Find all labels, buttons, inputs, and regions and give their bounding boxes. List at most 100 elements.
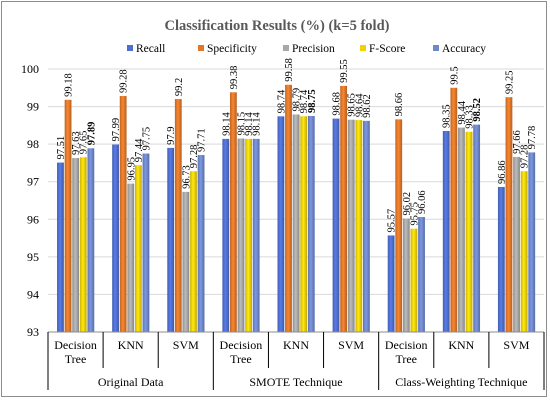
bar-specificity (395, 119, 403, 333)
bar-recall (112, 144, 119, 332)
bar-accuracy (473, 124, 481, 332)
value-label: 96.95 (126, 157, 137, 181)
value-label: 98.14 (252, 112, 263, 136)
x-group-label: Class-Weighting Technique (395, 375, 527, 389)
value-label: 96.73 (181, 165, 192, 189)
y-tick-label: 100 (21, 62, 39, 76)
y-tick-label: 97 (27, 175, 39, 189)
bar-precision (72, 158, 80, 332)
value-label: 97.44 (134, 138, 145, 162)
value-label: 96.86 (497, 160, 508, 184)
x-category-label: SVM (338, 338, 364, 352)
bar-accuracy (307, 115, 315, 332)
value-label: 98.64 (354, 93, 365, 117)
bar-precision (458, 127, 465, 333)
value-label: 98.74 (276, 89, 287, 113)
value-label: 97.71 (197, 128, 208, 152)
value-label: 97.28 (520, 145, 531, 169)
bar-f-score (190, 171, 197, 332)
bar-f-score (79, 157, 87, 332)
bar-specificity (340, 85, 348, 333)
bar-recall (222, 138, 230, 332)
bar-precision (292, 114, 300, 332)
value-label: 98.66 (394, 93, 405, 117)
value-label: 96.02 (402, 192, 413, 216)
legend-label-recall: Recall (136, 43, 165, 55)
bar-precision (402, 218, 410, 332)
bar-accuracy (528, 152, 536, 332)
bar-accuracy (418, 217, 425, 332)
x-category-label: Decision (54, 338, 97, 352)
legend: Recall Specificity Precision F-Score Accurac… (127, 43, 486, 55)
y-axis-ticks: 93 94 95 96 97 98 99 100 (21, 62, 39, 339)
value-label: 97.66 (512, 130, 523, 154)
x-category-label: Tree (230, 352, 252, 366)
value-label: 98.14 (221, 112, 232, 136)
legend-label-precision: Precision (292, 43, 335, 55)
value-label: 98.79 (292, 88, 303, 112)
value-label: 98.35 (442, 104, 453, 128)
legend-swatch-f-score (360, 45, 366, 51)
value-label: 99.2 (174, 78, 185, 96)
x-category-label: Decision (385, 338, 428, 352)
value-label: 97.63 (71, 131, 82, 155)
value-label: 98.52 (472, 98, 483, 122)
bar-specificity (229, 92, 237, 333)
bar-precision (127, 183, 135, 332)
value-label: 97.75 (141, 127, 152, 151)
value-label: 98.33 (465, 105, 476, 129)
legend-label-specificity: Specificity (207, 43, 257, 55)
x-category-label: KNN (118, 338, 144, 352)
value-label: 99.58 (284, 58, 295, 82)
value-label: 99.28 (119, 69, 130, 93)
value-label: 95.75 (409, 202, 420, 226)
x-category-label: SVM (503, 338, 529, 352)
bar-specificity (174, 99, 182, 332)
value-label: 99.55 (339, 59, 350, 83)
bar-specificity (64, 99, 72, 333)
bar-recall (57, 162, 64, 332)
bar-f-score (520, 171, 528, 332)
bar-accuracy (87, 148, 95, 332)
y-tick-label: 99 (27, 100, 39, 114)
bar-accuracy (363, 120, 370, 332)
chart-title: Classification Results (%) (k=5 fold) (165, 18, 390, 34)
bar-specificity (505, 97, 513, 332)
y-tick-label: 98 (27, 137, 39, 151)
y-tick-label: 95 (27, 250, 39, 264)
value-label: 97.99 (111, 118, 122, 142)
value-label: 98.62 (362, 94, 373, 118)
x-category-label: SVM (173, 338, 199, 352)
bar-recall (497, 186, 505, 332)
value-label: 99.18 (64, 73, 75, 97)
bar-recall (387, 235, 395, 332)
bar-precision (237, 138, 245, 332)
legend-swatch-precision (283, 45, 289, 51)
value-label: 96.06 (417, 190, 428, 214)
bar-f-score (300, 116, 308, 332)
y-tick-label: 94 (27, 287, 39, 301)
bar-recall (277, 116, 285, 332)
bar-specificity (450, 87, 458, 333)
x-group-label: Original Data (98, 375, 164, 389)
legend-swatch-recall (127, 45, 133, 51)
value-label: 97.65 (79, 131, 90, 155)
value-label: 95.57 (387, 209, 398, 233)
x-group-label: SMOTE Technique (249, 375, 342, 389)
x-category-label: Tree (65, 352, 87, 366)
bar-f-score (465, 131, 473, 332)
value-label: 97.51 (56, 136, 67, 160)
legend-swatch-specificity (198, 45, 204, 51)
x-category-label: Decision (220, 338, 263, 352)
value-label: 98.68 (332, 92, 343, 116)
legend-label-accuracy: Accuracy (442, 43, 486, 55)
value-label: 99.25 (504, 71, 515, 95)
value-label: 98.75 (307, 89, 318, 113)
value-label: 99.5 (449, 66, 460, 84)
legend-label-f-score: F-Score (369, 43, 405, 55)
bar-specificity (285, 84, 292, 332)
bar-f-score (245, 138, 252, 332)
value-label: 97.28 (189, 145, 200, 169)
